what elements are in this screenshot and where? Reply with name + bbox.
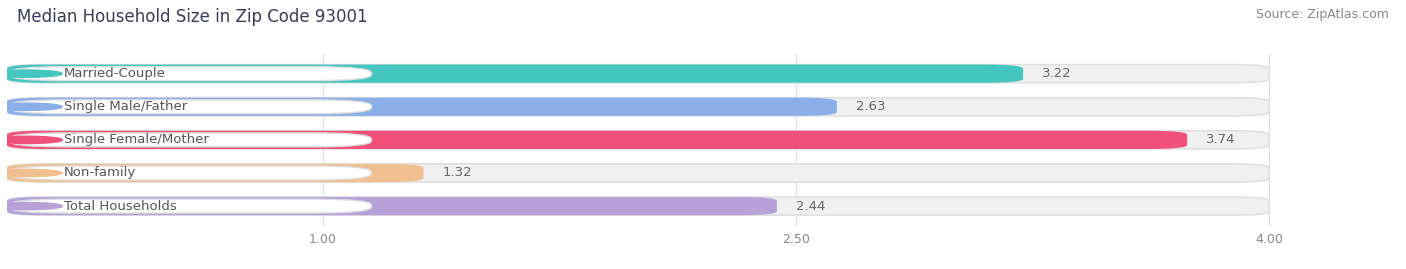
- Text: Non-family: Non-family: [63, 167, 136, 179]
- FancyBboxPatch shape: [7, 164, 423, 182]
- FancyBboxPatch shape: [8, 100, 371, 114]
- Text: Median Household Size in Zip Code 93001: Median Household Size in Zip Code 93001: [17, 8, 367, 26]
- Text: Source: ZipAtlas.com: Source: ZipAtlas.com: [1256, 8, 1389, 21]
- Text: 3.74: 3.74: [1206, 133, 1236, 146]
- FancyBboxPatch shape: [7, 98, 1270, 116]
- FancyBboxPatch shape: [8, 166, 371, 180]
- Text: 2.63: 2.63: [856, 100, 886, 113]
- Circle shape: [0, 203, 62, 210]
- Circle shape: [0, 103, 62, 110]
- Text: Single Female/Mother: Single Female/Mother: [63, 133, 208, 146]
- Text: 3.22: 3.22: [1042, 67, 1071, 80]
- FancyBboxPatch shape: [7, 197, 1270, 215]
- FancyBboxPatch shape: [7, 65, 1024, 83]
- FancyBboxPatch shape: [7, 197, 778, 215]
- Text: Single Male/Father: Single Male/Father: [63, 100, 187, 113]
- Circle shape: [0, 136, 62, 144]
- FancyBboxPatch shape: [7, 164, 1270, 182]
- Circle shape: [0, 169, 62, 177]
- FancyBboxPatch shape: [7, 131, 1270, 149]
- Text: 2.44: 2.44: [796, 200, 825, 213]
- FancyBboxPatch shape: [8, 67, 371, 81]
- Text: Total Households: Total Households: [63, 200, 177, 213]
- FancyBboxPatch shape: [8, 199, 371, 213]
- FancyBboxPatch shape: [7, 131, 1187, 149]
- FancyBboxPatch shape: [7, 65, 1270, 83]
- Circle shape: [0, 70, 62, 77]
- FancyBboxPatch shape: [7, 98, 837, 116]
- Text: 1.32: 1.32: [443, 167, 472, 179]
- Text: Married-Couple: Married-Couple: [63, 67, 166, 80]
- FancyBboxPatch shape: [8, 133, 371, 147]
